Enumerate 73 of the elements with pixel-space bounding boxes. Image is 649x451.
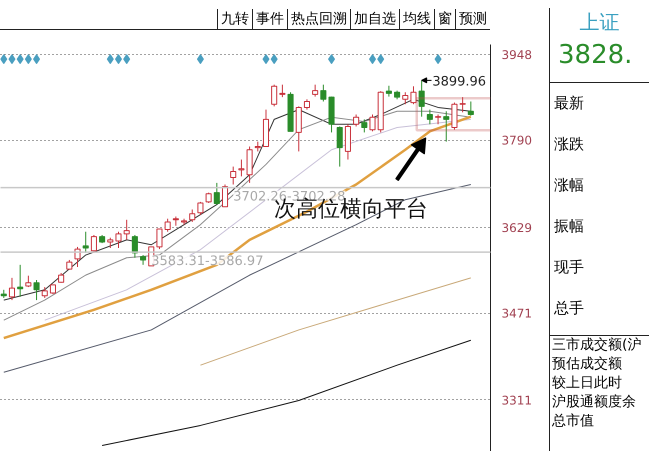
candlestick <box>304 98 310 110</box>
candlestick <box>443 110 450 142</box>
y-tick-label: 3790 <box>502 134 532 148</box>
text: 事件 <box>252 8 287 28</box>
candlestick <box>353 114 360 127</box>
y-tick-label: 3471 <box>502 306 532 321</box>
text: 均线 <box>399 8 434 28</box>
candlestick <box>42 286 48 298</box>
text: 总市值 <box>552 412 595 431</box>
candlestick <box>361 118 368 133</box>
candlestick <box>312 84 318 98</box>
candlestick <box>156 228 163 250</box>
candlestick <box>189 208 196 222</box>
candlestick <box>206 192 212 204</box>
candlestick <box>435 114 442 125</box>
candlestick <box>172 216 179 226</box>
candlestick <box>426 109 433 125</box>
candlestick <box>50 284 56 295</box>
text: 涨幅 <box>554 174 585 196</box>
candlestick <box>451 102 458 130</box>
candlestick <box>271 84 278 107</box>
text: 现手 <box>554 256 585 278</box>
candlestick <box>214 182 220 206</box>
text: 加自选 <box>350 8 399 28</box>
candlestick <box>90 234 97 254</box>
annotation: 3899.96 <box>432 74 486 90</box>
y-tick-label: 3948 <box>502 48 532 62</box>
candlestick <box>369 114 376 132</box>
y-tick-label: 3629 <box>502 220 532 235</box>
y-tick-label: 3311 <box>502 393 532 408</box>
text: 较上日此时 <box>552 374 623 393</box>
candlestick <box>402 92 408 105</box>
line-series <box>200 277 472 366</box>
candlestick <box>320 84 326 102</box>
candlestick <box>460 96 466 113</box>
text: 热点回溯 <box>287 8 350 28</box>
candlestick <box>230 166 236 186</box>
candlestick <box>164 218 171 232</box>
text: 预测 <box>455 8 490 28</box>
candlestick <box>222 184 228 208</box>
line-series <box>102 340 472 446</box>
candlestick <box>279 84 286 98</box>
candlestick <box>468 100 474 116</box>
candlestick <box>254 141 261 152</box>
candlestick <box>238 159 244 177</box>
candlestick <box>25 275 32 288</box>
line-series <box>3 184 472 373</box>
text: 三市成交额(沪 <box>552 336 642 355</box>
text: 涨跌 <box>554 134 585 155</box>
candlestick <box>34 280 40 301</box>
text: 九转 <box>217 8 252 28</box>
candlestick <box>124 219 130 240</box>
candlestick <box>386 85 392 98</box>
candlestick <box>197 201 204 216</box>
text: 沪股通额度余 <box>552 392 637 412</box>
candlestick <box>82 231 89 254</box>
text: 总手 <box>554 298 585 319</box>
candlestick <box>140 254 146 266</box>
ref-line-label: 3583.31-3586.97 <box>151 254 264 270</box>
candlestick <box>418 80 425 118</box>
text: 最新 <box>554 92 585 114</box>
text: 3828. <box>558 38 634 72</box>
candlestick <box>17 264 24 298</box>
candlestick <box>107 237 114 248</box>
candlestick <box>115 231 122 248</box>
candlestick <box>336 126 343 168</box>
text: 窗 <box>434 8 455 28</box>
text: 上证 <box>578 9 620 36</box>
text: 振幅 <box>554 216 585 237</box>
text: 预估成交额 <box>552 354 623 374</box>
candlestick <box>8 277 16 301</box>
candlestick <box>132 234 138 258</box>
candlestick <box>410 86 417 105</box>
